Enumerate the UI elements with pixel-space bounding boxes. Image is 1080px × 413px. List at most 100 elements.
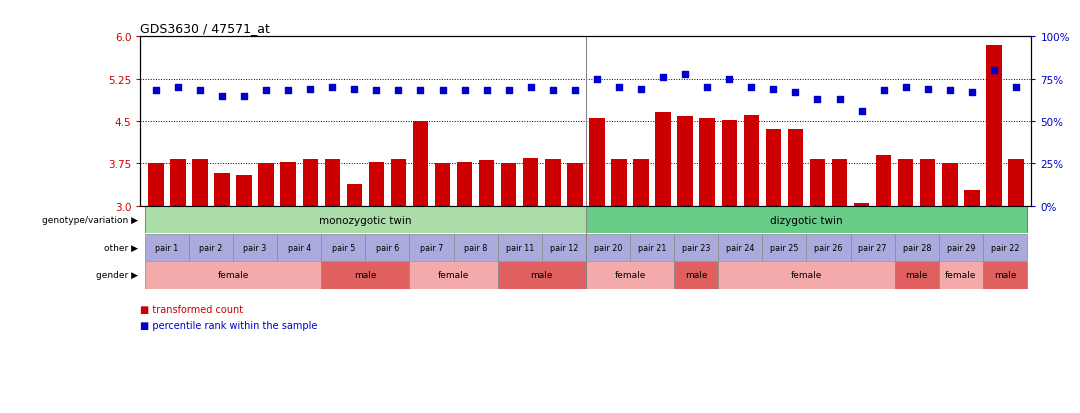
Bar (876, 155, 891, 206)
Bar (807, 234, 851, 261)
Bar (633, 159, 649, 206)
Bar (964, 191, 980, 206)
Point (478, 88, 496, 95)
Bar (700, 119, 715, 206)
Point (191, 88, 208, 95)
Bar (258, 164, 274, 206)
Bar (189, 234, 233, 261)
Point (411, 88, 429, 95)
Bar (894, 234, 939, 261)
Point (963, 90, 981, 96)
Text: female: female (791, 271, 822, 280)
Bar (542, 234, 585, 261)
Bar (347, 185, 362, 206)
Bar (413, 122, 428, 206)
Point (368, 88, 386, 95)
Bar (321, 234, 365, 261)
Point (566, 88, 583, 95)
Text: male: male (994, 271, 1016, 280)
Bar (585, 206, 1027, 234)
Text: pair 28: pair 28 (903, 243, 931, 252)
Bar (237, 175, 252, 206)
Bar (897, 159, 914, 206)
Text: pair 1: pair 1 (156, 243, 178, 252)
Text: pair 20: pair 20 (594, 243, 622, 252)
Text: pair 23: pair 23 (681, 243, 711, 252)
Point (324, 85, 341, 91)
Text: pair 29: pair 29 (946, 243, 975, 252)
Bar (942, 164, 958, 206)
Point (676, 71, 693, 78)
Text: pair 7: pair 7 (420, 243, 443, 252)
Point (456, 88, 473, 95)
Bar (1009, 159, 1024, 206)
Bar (585, 261, 674, 289)
Bar (501, 164, 516, 206)
Point (500, 88, 517, 95)
Bar (192, 160, 207, 206)
Point (743, 85, 760, 91)
Bar (454, 234, 498, 261)
Bar (677, 117, 693, 206)
Bar (214, 173, 230, 206)
Bar (457, 162, 472, 206)
Bar (766, 130, 781, 206)
Point (919, 86, 936, 93)
Point (809, 96, 826, 103)
Bar (920, 160, 935, 206)
Bar (409, 261, 498, 289)
Text: female: female (217, 271, 248, 280)
Text: pair 2: pair 2 (200, 243, 222, 252)
Bar (567, 164, 582, 206)
Bar (523, 158, 539, 206)
Bar (718, 261, 894, 289)
Point (699, 85, 716, 91)
Text: female: female (945, 271, 976, 280)
Text: pair 8: pair 8 (464, 243, 487, 252)
Point (765, 86, 782, 93)
Text: male: male (685, 271, 707, 280)
Text: ■ transformed count: ■ transformed count (140, 304, 243, 314)
Bar (368, 162, 384, 206)
Point (214, 93, 231, 100)
Bar (611, 159, 626, 206)
Bar (498, 261, 585, 289)
Bar (145, 234, 189, 261)
Bar (590, 119, 605, 206)
Point (720, 76, 738, 83)
Bar (585, 234, 630, 261)
Bar (787, 130, 804, 206)
Bar (939, 234, 983, 261)
Bar (498, 234, 542, 261)
Text: female: female (437, 271, 470, 280)
Text: pair 5: pair 5 (332, 243, 355, 252)
Bar (478, 161, 495, 206)
Point (897, 85, 915, 91)
Point (170, 85, 187, 91)
Text: male: male (354, 271, 377, 280)
Bar (718, 234, 762, 261)
Text: female: female (615, 271, 646, 280)
Text: pair 22: pair 22 (990, 243, 1020, 252)
Point (985, 68, 1002, 74)
Bar (674, 234, 718, 261)
Point (831, 96, 848, 103)
Bar (435, 164, 450, 206)
Bar (171, 159, 186, 206)
Bar (762, 234, 807, 261)
Text: pair 4: pair 4 (287, 243, 311, 252)
Bar (983, 234, 1027, 261)
Point (235, 93, 253, 100)
Text: pair 6: pair 6 (376, 243, 399, 252)
Point (610, 85, 627, 91)
Point (522, 85, 539, 91)
Text: pair 21: pair 21 (638, 243, 666, 252)
Bar (630, 234, 674, 261)
Text: pair 12: pair 12 (550, 243, 578, 252)
Bar (325, 160, 340, 206)
Text: male: male (530, 271, 553, 280)
Point (786, 90, 804, 96)
Bar (939, 261, 983, 289)
Bar (721, 121, 737, 206)
Bar (321, 261, 409, 289)
